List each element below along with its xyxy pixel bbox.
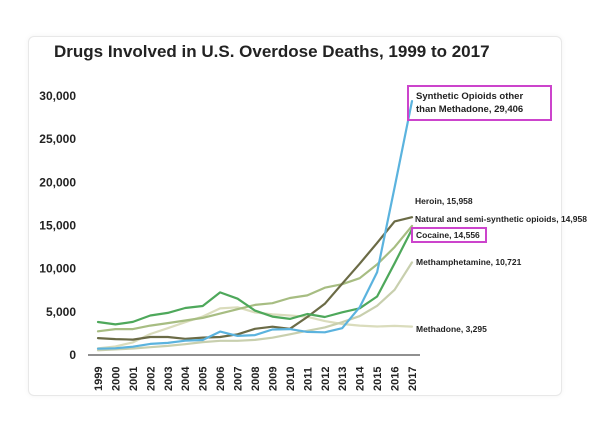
x-tick-label: 2000 (110, 367, 122, 391)
x-tick-label: 2013 (337, 367, 349, 391)
series-label: Cocaine, 14,556 (416, 230, 480, 240)
x-tick-label: 2006 (215, 367, 227, 391)
series-line (96, 306, 414, 350)
x-tick-label: 2015 (372, 367, 384, 391)
y-tick-label: 5,000 (46, 305, 76, 319)
x-tick-label: 2017 (407, 367, 419, 391)
series-label: Heroin, 15,958 (415, 196, 473, 206)
series-line (96, 228, 414, 326)
chart-card (28, 36, 562, 396)
x-tick-label: 2016 (390, 367, 402, 391)
chart-title: Drugs Involved in U.S. Overdose Deaths, … (54, 42, 490, 61)
y-tick-label: 15,000 (39, 219, 76, 233)
series-lines (96, 99, 414, 352)
y-axis: 0 5,000 10,000 15,000 20,000 25,000 30,000 (39, 89, 76, 362)
series-line (96, 224, 414, 333)
x-tick-label: 2004 (180, 366, 192, 391)
series-labels: Synthetic Opioids other than Methadone, 2… (407, 85, 587, 334)
series-line (96, 99, 414, 350)
series-label: Synthetic Opioids other than Methadone, 2… (416, 91, 523, 115)
x-tick-label: 2007 (233, 367, 245, 391)
x-tick-label: 2008 (250, 367, 262, 391)
series-line (96, 261, 414, 352)
y-tick-label: 10,000 (39, 262, 76, 276)
series-line (96, 216, 414, 341)
x-tick-label: 2010 (285, 367, 297, 391)
series-label: Methamphetamine, 10,721 (416, 257, 522, 267)
x-tick-label: 2014 (355, 366, 367, 391)
series-label: Natural and semi-synthetic opioids, 14,9… (415, 214, 587, 224)
x-tick-label: 2011 (302, 367, 314, 391)
x-tick-label: 2003 (163, 367, 175, 391)
y-tick-label: 25,000 (39, 132, 76, 146)
x-axis: 1999 2000 2001 2002 2003 2004 2005 2006 2007 2008… (93, 366, 419, 391)
highlight-box (411, 227, 487, 243)
x-tick-label: 2002 (145, 367, 157, 391)
x-tick-label: 2009 (267, 367, 279, 391)
x-tick-label: 1999 (93, 367, 105, 391)
y-tick-label: 30,000 (39, 89, 76, 103)
series-label: Methadone, 3,295 (416, 324, 487, 334)
y-tick-label: 0 (69, 348, 76, 362)
x-tick-label: 2012 (320, 367, 332, 391)
highlight-box (407, 85, 552, 121)
y-tick-label: 20,000 (39, 175, 76, 189)
x-tick-label: 2001 (128, 367, 140, 391)
x-tick-label: 2005 (198, 367, 210, 391)
